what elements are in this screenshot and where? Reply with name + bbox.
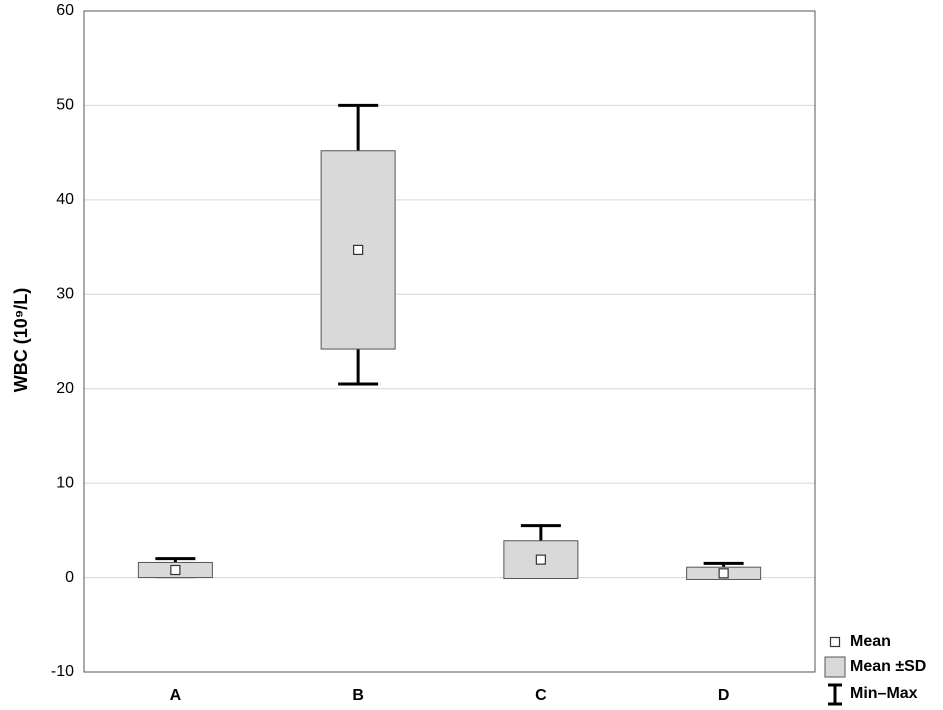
x-tick-label: C <box>535 687 547 704</box>
y-tick-label: -10 <box>51 663 74 680</box>
mean-marker <box>718 568 729 579</box>
y-tick-label: 60 <box>56 2 74 19</box>
y-tick-label: 50 <box>56 97 74 114</box>
y-tick-label: 0 <box>65 569 74 586</box>
x-tick-label: A <box>170 687 182 704</box>
y-axis-label: WBC (10⁹/L) <box>11 288 31 393</box>
mean-marker <box>353 244 364 256</box>
legend-mean-icon <box>829 636 841 648</box>
legend-label: Min–Max <box>850 685 918 702</box>
y-tick-label: 30 <box>56 286 74 303</box>
legend-label: Mean <box>850 633 891 650</box>
y-tick-label: 40 <box>56 191 74 208</box>
mean-marker <box>535 554 546 565</box>
y-tick-label: 20 <box>56 380 74 397</box>
y-tick-label: 10 <box>56 474 74 491</box>
x-tick-label: B <box>352 687 364 704</box>
x-tick-label: D <box>718 687 730 704</box>
plot-frame <box>83 10 816 673</box>
legend-sd-icon <box>824 656 846 678</box>
legend-label: Mean ±SD <box>850 658 926 675</box>
mean-marker <box>170 564 181 576</box>
